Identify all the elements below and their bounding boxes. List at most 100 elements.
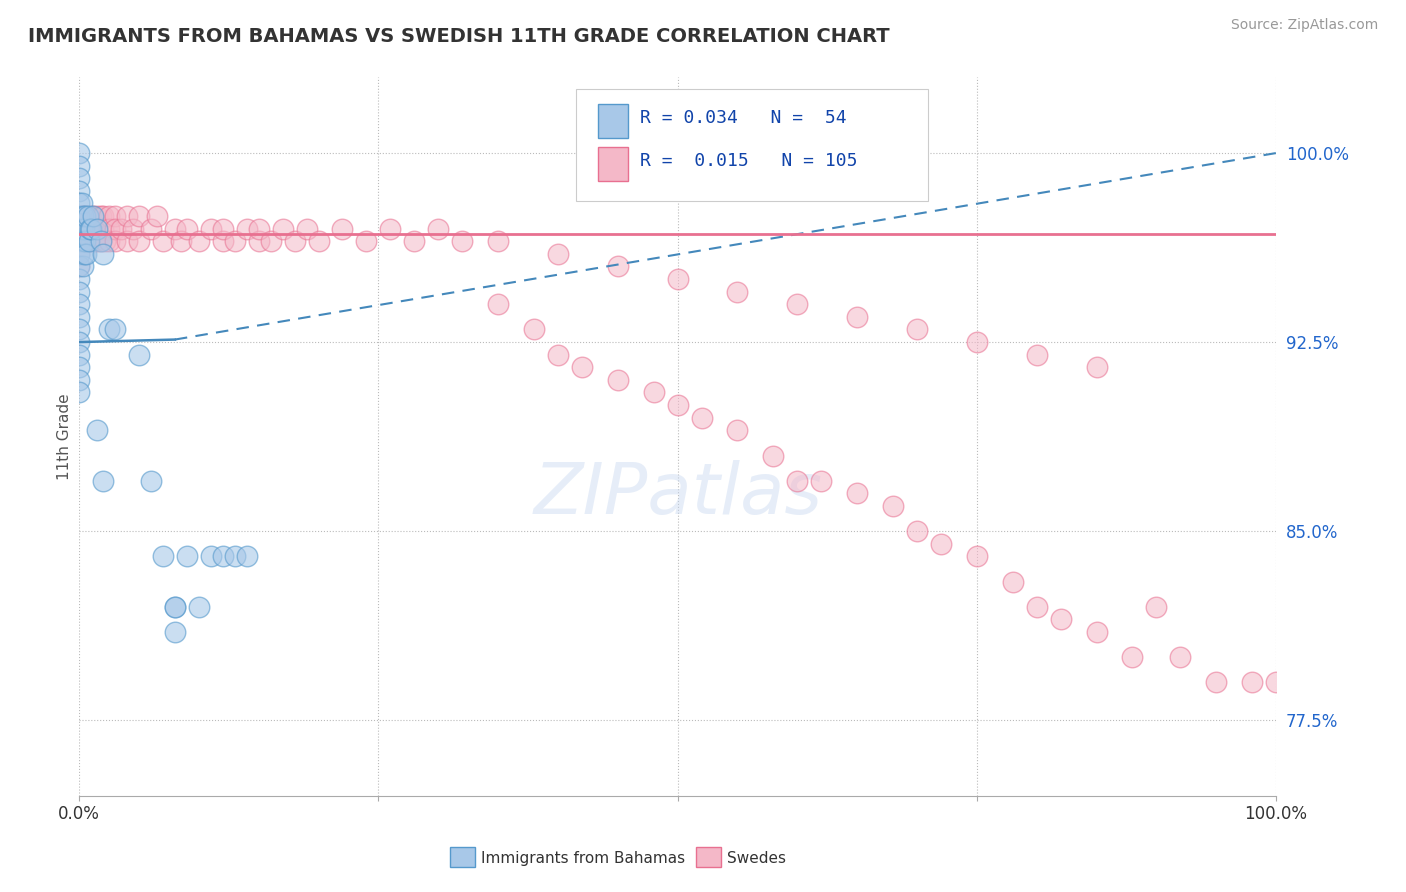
Swedes [846, 486, 869, 500]
Immigrants from Bahamas [91, 474, 114, 488]
Swedes [91, 221, 114, 235]
Immigrants from Bahamas [67, 322, 90, 336]
Swedes [1241, 675, 1264, 690]
Immigrants from Bahamas [72, 209, 94, 223]
Swedes [104, 209, 127, 223]
Swedes [606, 373, 628, 387]
Immigrants from Bahamas [67, 360, 90, 375]
Swedes [128, 234, 150, 248]
Text: ZIPatlas: ZIPatlas [533, 459, 823, 529]
Immigrants from Bahamas [90, 234, 112, 248]
Swedes [94, 234, 117, 248]
Immigrants from Bahamas [67, 171, 90, 186]
Swedes [187, 234, 209, 248]
Swedes [73, 209, 96, 223]
Immigrants from Bahamas [67, 234, 90, 248]
Immigrants from Bahamas [200, 549, 222, 564]
Swedes [176, 221, 198, 235]
Immigrants from Bahamas [76, 209, 98, 223]
Swedes [1121, 650, 1143, 665]
Swedes [1085, 360, 1108, 375]
Swedes [846, 310, 869, 324]
Swedes [666, 398, 689, 412]
Immigrants from Bahamas [73, 221, 96, 235]
Swedes [79, 234, 101, 248]
Swedes [247, 234, 270, 248]
Immigrants from Bahamas [224, 549, 246, 564]
Swedes [247, 221, 270, 235]
Swedes [80, 234, 103, 248]
Text: R = 0.034   N =  54: R = 0.034 N = 54 [640, 109, 846, 127]
Swedes [810, 474, 832, 488]
Swedes [356, 234, 378, 248]
Swedes [523, 322, 546, 336]
Immigrants from Bahamas [67, 159, 90, 173]
Swedes [1170, 650, 1192, 665]
Swedes [67, 247, 90, 261]
Immigrants from Bahamas [152, 549, 174, 564]
Swedes [67, 260, 90, 274]
Swedes [284, 234, 307, 248]
Swedes [547, 247, 569, 261]
Immigrants from Bahamas [98, 322, 121, 336]
Swedes [83, 234, 105, 248]
Swedes [905, 322, 928, 336]
Immigrants from Bahamas [67, 285, 90, 299]
Swedes [486, 297, 509, 311]
Immigrants from Bahamas [163, 599, 186, 614]
Swedes [67, 221, 90, 235]
Swedes [1085, 624, 1108, 639]
Swedes [163, 221, 186, 235]
Immigrants from Bahamas [67, 221, 90, 235]
Immigrants from Bahamas [72, 234, 94, 248]
Swedes [211, 221, 233, 235]
Swedes [86, 221, 108, 235]
Immigrants from Bahamas [67, 335, 90, 350]
Immigrants from Bahamas [79, 221, 101, 235]
Swedes [259, 234, 281, 248]
Immigrants from Bahamas [86, 221, 108, 235]
Immigrants from Bahamas [67, 196, 90, 211]
Swedes [308, 234, 330, 248]
Swedes [1265, 675, 1288, 690]
Immigrants from Bahamas [75, 209, 97, 223]
Swedes [152, 234, 174, 248]
Swedes [104, 221, 127, 235]
Swedes [67, 234, 90, 248]
Swedes [882, 499, 904, 513]
Immigrants from Bahamas [82, 209, 104, 223]
Text: Source: ZipAtlas.com: Source: ZipAtlas.com [1230, 18, 1378, 32]
Swedes [122, 221, 145, 235]
Text: IMMIGRANTS FROM BAHAMAS VS SWEDISH 11TH GRADE CORRELATION CHART: IMMIGRANTS FROM BAHAMAS VS SWEDISH 11TH … [28, 27, 890, 45]
Swedes [727, 285, 749, 299]
Swedes [110, 221, 132, 235]
Swedes [98, 234, 121, 248]
Immigrants from Bahamas [72, 260, 94, 274]
Immigrants from Bahamas [86, 423, 108, 437]
Swedes [606, 260, 628, 274]
Swedes [104, 234, 127, 248]
Swedes [1205, 675, 1227, 690]
Swedes [76, 209, 98, 223]
Swedes [690, 410, 713, 425]
Swedes [404, 234, 426, 248]
Immigrants from Bahamas [67, 146, 90, 161]
Swedes [75, 234, 97, 248]
Immigrants from Bahamas [70, 196, 93, 211]
Swedes [486, 234, 509, 248]
Immigrants from Bahamas [77, 234, 100, 248]
Swedes [98, 221, 121, 235]
Immigrants from Bahamas [163, 624, 186, 639]
Immigrants from Bahamas [80, 221, 103, 235]
Swedes [75, 209, 97, 223]
Swedes [86, 209, 108, 223]
Immigrants from Bahamas [67, 247, 90, 261]
Swedes [75, 221, 97, 235]
Immigrants from Bahamas [211, 549, 233, 564]
Swedes [1049, 612, 1071, 626]
Immigrants from Bahamas [70, 221, 93, 235]
Swedes [98, 209, 121, 223]
Immigrants from Bahamas [104, 322, 127, 336]
Swedes [1144, 599, 1167, 614]
Swedes [90, 209, 112, 223]
